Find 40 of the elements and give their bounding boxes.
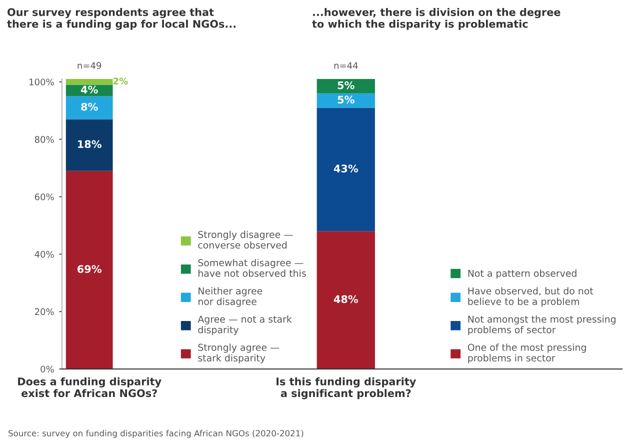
y-tick-label: 20% [34, 308, 54, 316]
x-tick-label: Does a funding disparity exist for African NGOs? [18, 377, 162, 398]
bar [66, 84, 113, 96]
data-label: 48% [334, 295, 358, 304]
data-label: 69% [78, 265, 102, 273]
y-tick-label: 40% [34, 250, 54, 258]
y-tick-label: 100% [30, 78, 54, 86]
legend-label: Have observed, but do not believe to be a problem [468, 287, 594, 307]
bar [66, 119, 113, 171]
data-label: 4% [80, 86, 98, 94]
x-tick-label: Is this funding disparity a significant problem? [276, 377, 416, 400]
data-label: 2% [113, 78, 128, 84]
data-label: 18% [78, 140, 102, 148]
legend-label: Strongly agree — stark disparity [198, 344, 280, 364]
data-label: 43% [334, 164, 358, 172]
text: n=44 [334, 62, 358, 69]
y-tick-label: 60% [34, 193, 54, 200]
y-tick-label: 80% [34, 136, 54, 143]
data-label: 5% [338, 96, 354, 104]
bar [66, 170, 113, 369]
legend-label: One of the most pressing problems in sector [468, 344, 586, 364]
legend-label: Agree — not a stark disparity [198, 315, 292, 336]
text: n=49 [78, 62, 102, 69]
data-label: 5% [338, 81, 354, 90]
legend-label: Not amongst the most pressing problems of sector [468, 315, 616, 336]
legend-label: Neither agree nor disagree [198, 287, 262, 307]
legend-label: Not a pattern observed [468, 270, 576, 279]
bar [316, 93, 375, 108]
bar [66, 96, 113, 120]
bar [316, 108, 375, 232]
data-label: 8% [81, 102, 98, 111]
chart-title: Our survey respondents agree that there is a funding gap for local NGOs... [7, 8, 236, 30]
legend-label: Strongly disagree — converse observed [198, 230, 293, 249]
bar [316, 79, 375, 94]
bar [66, 79, 113, 85]
source-note: Source: survey on funding disparities facing African NGOs (2020-2021) [8, 430, 304, 438]
text: ...however, there is division on the degree to which the disparity is problematic [312, 8, 560, 30]
y-tick-label: 0% [40, 366, 54, 373]
bar [316, 231, 375, 369]
legend-label: Somewhat disagree — have not observed this [198, 258, 306, 277]
